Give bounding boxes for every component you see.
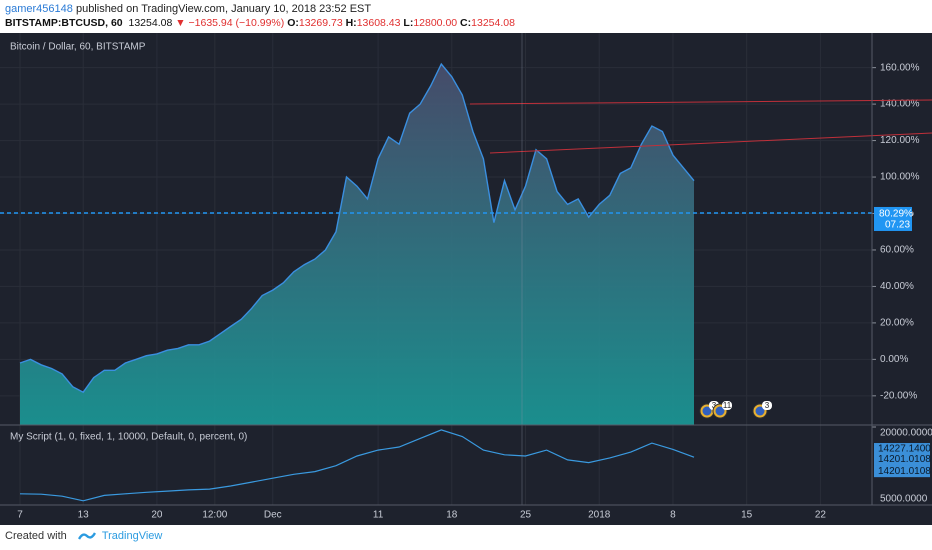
y-tick-label: 100.00% bbox=[880, 172, 920, 183]
event-icon-inner bbox=[715, 406, 725, 416]
pane-title: My Script (1, 0, fixed, 1, 10000, Defaul… bbox=[10, 432, 247, 443]
y-tick-label: 0.00% bbox=[880, 354, 908, 365]
indicator-line bbox=[19, 429, 695, 502]
x-tick-label: 2018 bbox=[588, 510, 611, 521]
x-tick-label: 11 bbox=[373, 510, 384, 521]
x-tick-label: 20 bbox=[151, 510, 163, 521]
high-label: H: bbox=[345, 17, 357, 29]
event-icon-inner bbox=[755, 406, 765, 416]
logo bbox=[77, 532, 96, 540]
high: 13608.43 bbox=[356, 17, 401, 29]
x-tick-label: 25 bbox=[520, 510, 532, 521]
publish-line: gamer456148 published on TradingView.com… bbox=[5, 3, 371, 15]
trend-line[interactable] bbox=[469, 99, 932, 105]
close-label: C: bbox=[460, 17, 472, 29]
x-tick-label: 22 bbox=[815, 510, 827, 521]
value-box bbox=[874, 465, 930, 478]
trend-line[interactable] bbox=[489, 132, 932, 154]
area-fill bbox=[20, 64, 694, 425]
price-label: 80.29% bbox=[879, 209, 913, 220]
open-label: O: bbox=[287, 17, 299, 29]
y-tick-label: 60.00% bbox=[880, 245, 914, 256]
close: 13254.08 bbox=[471, 17, 515, 29]
countdown: 07.23 bbox=[885, 220, 910, 231]
x-tick-label: 7 bbox=[17, 510, 23, 521]
user[interactable]: gamer456148 bbox=[5, 3, 73, 15]
x-tick-label: 8 bbox=[670, 510, 676, 521]
event-count: 11 bbox=[723, 401, 732, 410]
x-tick-label: 12:00 bbox=[202, 510, 227, 521]
area-line bbox=[19, 62, 695, 394]
x-tick-label: Dec bbox=[264, 510, 282, 521]
x-tick-label: 13 bbox=[78, 510, 90, 521]
value-label: 14201.0108 bbox=[878, 454, 931, 465]
price: 13254.08 bbox=[128, 17, 173, 29]
price-box bbox=[874, 206, 912, 231]
published: published on TradingView.com, January 10… bbox=[75, 3, 372, 15]
created: Created with bbox=[5, 530, 67, 542]
value-label: 14201.0108 bbox=[878, 466, 931, 477]
open: 13269.73 bbox=[298, 17, 343, 29]
symbol: BITSTAMP:BTCUSD, 60 bbox=[5, 17, 123, 29]
event-count: 3 bbox=[712, 401, 717, 410]
y-tick-label: 5000.0000 bbox=[880, 494, 928, 505]
value-box bbox=[874, 453, 930, 466]
y-tick-label: 120.00% bbox=[880, 135, 920, 146]
y-tick-label: 20.00% bbox=[880, 318, 914, 329]
event-badge bbox=[762, 401, 772, 410]
x-tick-label: 18 bbox=[446, 510, 458, 521]
brand[interactable]: TradingView bbox=[101, 530, 163, 542]
y-tick-label: 140.00% bbox=[880, 99, 920, 110]
event-badge bbox=[722, 401, 732, 410]
y-tick-label: 160.00% bbox=[880, 62, 920, 73]
chart: 7 13 20 12:00 Dec 11 18 25 2018 8 15 22 -20.00% 0.00%… bbox=[0, 33, 932, 525]
value-label: 14227.1400 bbox=[878, 444, 931, 455]
footer: Created with TradingView bbox=[5, 530, 162, 542]
event-icon-inner bbox=[702, 406, 712, 416]
value-box bbox=[874, 443, 930, 456]
y-tick-label: 20000.0000 bbox=[880, 428, 932, 439]
pane-title: Bitcoin / Dollar, 60, BITSTAMP bbox=[10, 42, 146, 53]
y-tick-label: 40.00% bbox=[880, 281, 914, 292]
low: 12800.00 bbox=[413, 17, 458, 29]
symbol-line: BITSTAMP:BTCUSD, 60 13254.08 ▼ −1635.94 … bbox=[5, 17, 515, 29]
y-tick-label: -20.00% bbox=[880, 390, 917, 401]
event-count: 3 bbox=[765, 401, 770, 410]
change: ▼ −1635.94 (−10.99%) bbox=[175, 17, 285, 29]
x-tick-label: 15 bbox=[741, 510, 753, 521]
low-label: L: bbox=[403, 17, 414, 29]
